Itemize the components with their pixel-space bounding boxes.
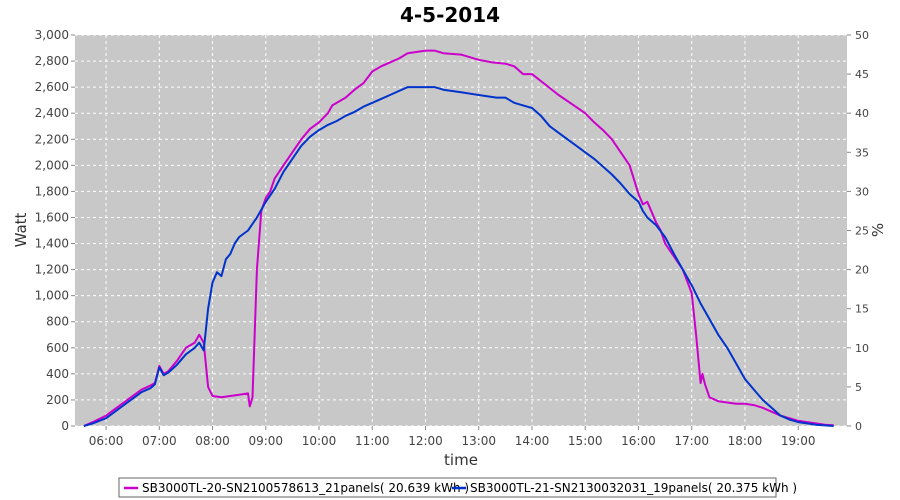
x-tick-label: 07:00 — [142, 434, 177, 448]
y-tick-label: 400 — [46, 367, 69, 381]
x-tick-label: 14:00 — [515, 434, 550, 448]
x-tick-label: 13:00 — [461, 434, 496, 448]
x-tick-label: 18:00 — [728, 434, 763, 448]
legend-item-1: SB3000TL-21-SN2130032031_19panels( 20.37… — [470, 481, 797, 495]
y-tick-label: 2,200 — [35, 132, 69, 146]
x-tick-label: 08:00 — [195, 434, 230, 448]
series-lines — [83, 49, 834, 427]
x-tick-label: 11:00 — [355, 434, 390, 448]
x-tick-label: 09:00 — [248, 434, 283, 448]
y2-axis: 0 5 10 15 20 25 30 35 40 45 50 — [847, 29, 869, 433]
y-axis: 0 200 400 600 800 1,000 1,200 1,400 1,600 1,800 2,… — [35, 28, 75, 433]
x-tick-label: 10:00 — [302, 434, 337, 448]
legend-box — [118, 477, 777, 498]
y-tick-label: 1,000 — [35, 289, 69, 303]
x-tick-label: 06:00 — [89, 434, 124, 448]
y-tick-label: 1,600 — [35, 210, 69, 224]
x-axis-label: time — [444, 451, 478, 469]
y2-tick-label: 25 — [855, 225, 869, 238]
y2-tick-label: 20 — [855, 264, 869, 277]
x-tick-label: 17:00 — [674, 434, 709, 448]
y-tick-label: 0 — [61, 419, 69, 433]
grid — [75, 34, 847, 427]
legend: SB3000TL-20-SN2100578613_21panels( 20.63… — [118, 477, 797, 498]
series-line-1 — [83, 86, 834, 427]
x-tick-label: 19:00 — [781, 434, 816, 448]
y-tick-label: 2,400 — [35, 106, 69, 120]
x-tick-label: 15:00 — [568, 434, 603, 448]
y2-tick-label: 0 — [855, 420, 862, 433]
y2-tick-label: 5 — [855, 381, 862, 394]
y2-tick-label: 50 — [855, 29, 869, 42]
y2-tick-label: 10 — [855, 342, 869, 355]
y-tick-label: 2,000 — [35, 158, 69, 172]
y-tick-label: 3,000 — [35, 28, 69, 42]
y2-axis-label: % — [869, 223, 887, 237]
y2-tick-label: 45 — [855, 68, 869, 81]
y2-tick-label: 35 — [855, 146, 869, 159]
x-axis: 06:00 07:00 08:00 09:00 10:00 11:00 12:00 13:00… — [89, 426, 816, 448]
legend-item-0: SB3000TL-20-SN2100578613_21panels( 20.63… — [142, 481, 469, 495]
plot-area — [75, 35, 847, 426]
y-tick-label: 800 — [46, 315, 69, 329]
chart-title: 4-5-2014 — [400, 3, 500, 27]
y2-tick-label: 30 — [855, 185, 869, 198]
y-tick-label: 2,600 — [35, 80, 69, 94]
y-tick-label: 1,800 — [35, 184, 69, 198]
series-line-0 — [83, 49, 834, 427]
y-tick-label: 2,800 — [35, 54, 69, 68]
y-tick-label: 1,400 — [35, 237, 69, 251]
y-tick-label: 600 — [46, 341, 69, 355]
x-tick-label: 12:00 — [408, 434, 443, 448]
x-tick-label: 16:00 — [621, 434, 656, 448]
y2-tick-label: 40 — [855, 107, 869, 120]
y-tick-label: 200 — [46, 393, 69, 407]
y2-tick-label: 15 — [855, 303, 869, 316]
y-axis-label: Watt — [12, 212, 30, 247]
y-tick-label: 1,200 — [35, 263, 69, 277]
